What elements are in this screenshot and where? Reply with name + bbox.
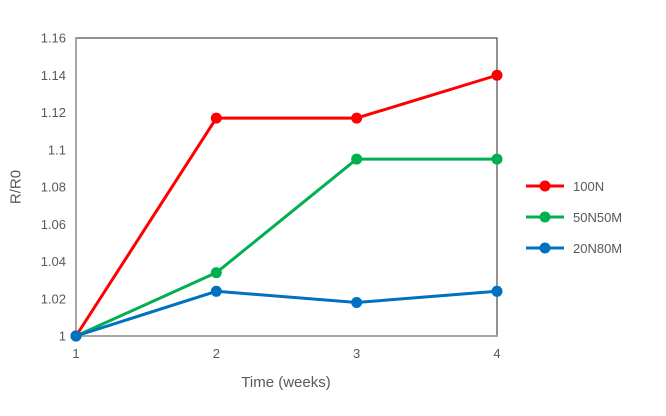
data-point-50N50M-week2	[210, 267, 222, 279]
y-axis-title: R/R0	[7, 169, 25, 205]
legend-item-20N80M: 20N80M	[526, 238, 622, 258]
legend: 100N 50N50M 20N80M	[526, 176, 622, 258]
series-line-20N80M	[74, 289, 499, 338]
y-tick-label: 1.08	[41, 180, 66, 195]
series-line-50N50M	[74, 157, 499, 338]
legend-marker-icon	[526, 211, 564, 223]
x-tick-label: 3	[353, 346, 360, 361]
legend-marker-icon	[526, 180, 564, 192]
legend-label: 100N	[573, 178, 605, 194]
legend-item-100N: 100N	[526, 176, 622, 196]
data-point-100N-week3	[351, 112, 363, 124]
data-point-50N50M-week4	[491, 153, 503, 165]
legend-item-50N50M: 50N50M	[526, 207, 622, 227]
data-point-100N-week2	[210, 112, 222, 124]
data-point-50N50M-week3	[351, 153, 363, 165]
y-tick-label: 1.16	[41, 31, 66, 46]
data-point-100N-week4	[491, 69, 503, 81]
y-tick-label: 1	[59, 329, 66, 344]
y-tick-label: 1.02	[41, 291, 66, 306]
x-tick-label: 2	[213, 346, 220, 361]
y-tick-label: 1.04	[41, 254, 66, 269]
data-point-20N80M-week1	[70, 330, 82, 342]
data-point-20N80M-week4	[491, 285, 503, 297]
legend-marker-icon	[526, 242, 564, 254]
legend-label: 50N50M	[573, 209, 623, 225]
series-line-100N	[74, 73, 499, 338]
y-tick-label: 1.12	[41, 105, 66, 120]
legend-label: 20N80M	[573, 240, 623, 256]
x-tick-label: 4	[493, 346, 500, 361]
data-point-20N80M-week2	[210, 285, 222, 297]
y-tick-label: 1.06	[41, 217, 66, 232]
plot-border	[75, 37, 498, 337]
x-axis-title: Time (weeks)	[241, 374, 331, 391]
x-tick-label: 1	[72, 346, 79, 361]
y-tick-label: 1.1	[48, 142, 66, 157]
data-point-20N80M-week3	[351, 296, 363, 308]
y-tick-label: 1.14	[41, 68, 66, 83]
